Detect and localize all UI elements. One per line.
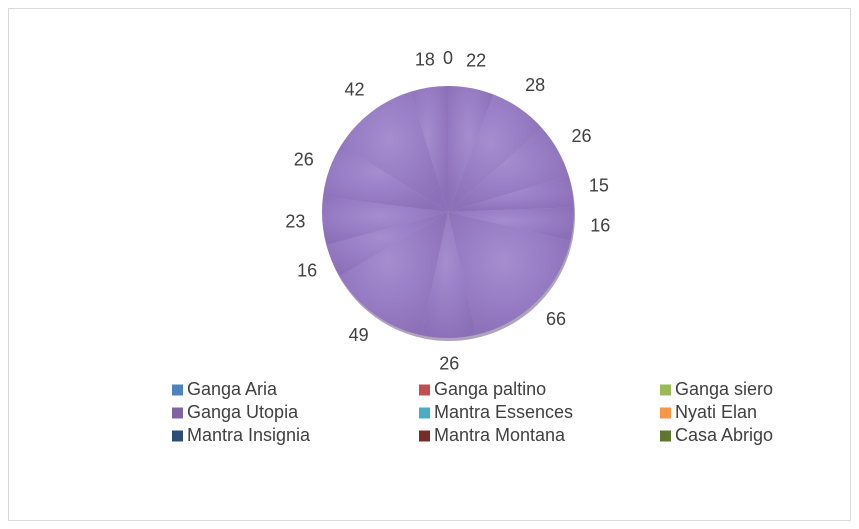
legend-label: Ganga Utopia — [187, 402, 299, 422]
pie-slice — [421, 212, 477, 339]
data-label: 28 — [525, 75, 545, 95]
data-label: 26 — [294, 150, 314, 170]
legend-swatch — [419, 430, 430, 442]
data-label: 22 — [466, 50, 486, 70]
pie-slice — [448, 207, 574, 241]
pie-slice — [326, 212, 448, 277]
pie-slice — [448, 128, 569, 212]
legend-swatch — [172, 430, 183, 442]
data-label: 0 — [443, 48, 453, 68]
data-label: 16 — [590, 216, 610, 236]
legend-swatch — [660, 430, 671, 442]
pie-slice — [339, 212, 448, 336]
pie-slice — [448, 175, 574, 212]
data-label: 23 — [285, 212, 305, 232]
pie-slice — [410, 86, 448, 212]
legend-swatch — [172, 384, 183, 396]
legend-swatch — [419, 407, 430, 419]
pie-slice — [322, 196, 448, 246]
data-label: 18 — [415, 50, 435, 70]
data-label: 42 — [345, 80, 365, 100]
data-label: 16 — [297, 260, 317, 280]
legend-label: Nyati Elan — [675, 402, 757, 422]
pie-slice — [448, 94, 543, 212]
legend-label: Ganga siero — [675, 379, 773, 399]
data-label: 26 — [439, 354, 459, 374]
legend-label: Mantra Montana — [434, 425, 566, 445]
legend-swatch — [172, 407, 183, 419]
pie-slice — [341, 91, 448, 212]
pie-slice — [448, 212, 571, 335]
data-label: 66 — [546, 309, 566, 329]
legend-swatch — [419, 384, 430, 396]
legend-swatch — [660, 384, 671, 396]
legend-label: Casa Abrigo — [675, 425, 773, 445]
data-label: 26 — [572, 126, 592, 146]
pie-slice — [448, 86, 494, 212]
legend-label: Mantra Essences — [434, 402, 573, 422]
legend-label: Ganga paltino — [434, 379, 546, 399]
pie-slice — [322, 145, 448, 212]
legend-label: Mantra Insignia — [187, 425, 311, 445]
data-label: 15 — [589, 176, 609, 196]
legend-swatch — [660, 407, 671, 419]
legend-label: Ganga Aria — [187, 379, 278, 399]
data-label: 49 — [349, 325, 369, 345]
